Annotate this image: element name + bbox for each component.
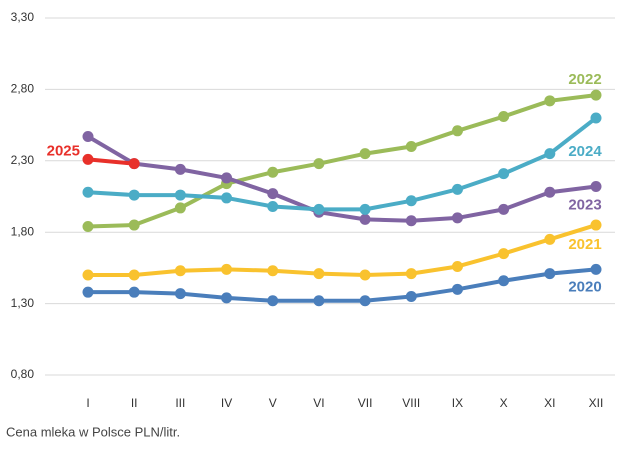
series-line bbox=[88, 267, 597, 303]
point bbox=[82, 286, 94, 298]
point bbox=[82, 186, 94, 198]
y-tick-label: 1,80 bbox=[11, 224, 35, 238]
x-tick-label: III bbox=[175, 396, 185, 410]
y-tick-label: 2,80 bbox=[11, 82, 35, 96]
point bbox=[359, 203, 371, 215]
point bbox=[313, 203, 325, 215]
point bbox=[174, 265, 186, 277]
series-line bbox=[87, 157, 135, 166]
y-tick-label: 1,30 bbox=[11, 296, 35, 310]
point bbox=[221, 263, 233, 275]
x-tick-label: VI bbox=[313, 396, 324, 410]
series-label: 2025 bbox=[47, 142, 80, 159]
point bbox=[498, 168, 510, 180]
point bbox=[267, 295, 279, 307]
point bbox=[451, 125, 463, 137]
point bbox=[128, 158, 140, 170]
point bbox=[451, 283, 463, 295]
point bbox=[128, 219, 140, 231]
point bbox=[498, 275, 510, 287]
x-tick-label: II bbox=[131, 396, 138, 410]
point bbox=[174, 189, 186, 201]
point bbox=[313, 268, 325, 280]
y-tick-label: 3,30 bbox=[11, 10, 35, 24]
point bbox=[544, 233, 556, 245]
point bbox=[590, 89, 602, 101]
point bbox=[498, 203, 510, 215]
point bbox=[544, 95, 556, 107]
point bbox=[544, 268, 556, 280]
series-line bbox=[87, 93, 597, 229]
point bbox=[174, 163, 186, 175]
point bbox=[451, 260, 463, 272]
point bbox=[82, 153, 94, 165]
point bbox=[405, 215, 417, 227]
point bbox=[359, 269, 371, 281]
x-tick-label: VII bbox=[358, 396, 373, 410]
point bbox=[267, 166, 279, 178]
point bbox=[359, 148, 371, 160]
series-label: 2022 bbox=[568, 71, 601, 88]
series-line bbox=[86, 134, 597, 223]
caption: Cena mleka w Polsce PLN/litr. bbox=[6, 424, 180, 439]
point bbox=[405, 141, 417, 153]
series-line bbox=[88, 223, 597, 278]
point bbox=[267, 200, 279, 212]
x-tick-label: V bbox=[269, 396, 277, 410]
point bbox=[221, 192, 233, 204]
point bbox=[313, 295, 325, 307]
x-tick-label: XI bbox=[544, 396, 555, 410]
point bbox=[174, 288, 186, 300]
point bbox=[221, 292, 233, 304]
point bbox=[590, 181, 602, 193]
point bbox=[128, 269, 140, 281]
point bbox=[451, 212, 463, 224]
point bbox=[405, 290, 417, 302]
series-line bbox=[87, 116, 598, 212]
y-tick-label: 0,80 bbox=[11, 367, 35, 381]
point bbox=[221, 172, 233, 184]
point bbox=[267, 188, 279, 200]
x-tick-label: IX bbox=[452, 396, 463, 410]
point bbox=[590, 219, 602, 231]
series-label: 2023 bbox=[568, 196, 601, 213]
point bbox=[405, 268, 417, 280]
x-tick-label: VIII bbox=[402, 396, 420, 410]
x-tick-label: IV bbox=[221, 396, 232, 410]
series-label: 2021 bbox=[568, 236, 601, 253]
point bbox=[498, 248, 510, 260]
point bbox=[359, 295, 371, 307]
point bbox=[451, 183, 463, 195]
point bbox=[82, 131, 94, 143]
x-tick-label: I bbox=[86, 396, 89, 410]
point bbox=[498, 111, 510, 123]
series-label: 2024 bbox=[568, 143, 602, 160]
point bbox=[174, 202, 186, 214]
point bbox=[544, 148, 556, 160]
point bbox=[359, 213, 371, 225]
point bbox=[267, 265, 279, 277]
point bbox=[405, 195, 417, 207]
point bbox=[82, 220, 94, 232]
point bbox=[128, 189, 140, 201]
point bbox=[82, 269, 94, 281]
x-tick-label: XII bbox=[589, 396, 604, 410]
point bbox=[544, 186, 556, 198]
x-tick-label: X bbox=[500, 396, 508, 410]
point bbox=[313, 158, 325, 170]
point bbox=[590, 112, 602, 124]
point bbox=[590, 263, 602, 275]
y-tick-label: 2,30 bbox=[11, 153, 35, 167]
point bbox=[128, 286, 140, 298]
series-label: 2020 bbox=[568, 278, 601, 295]
